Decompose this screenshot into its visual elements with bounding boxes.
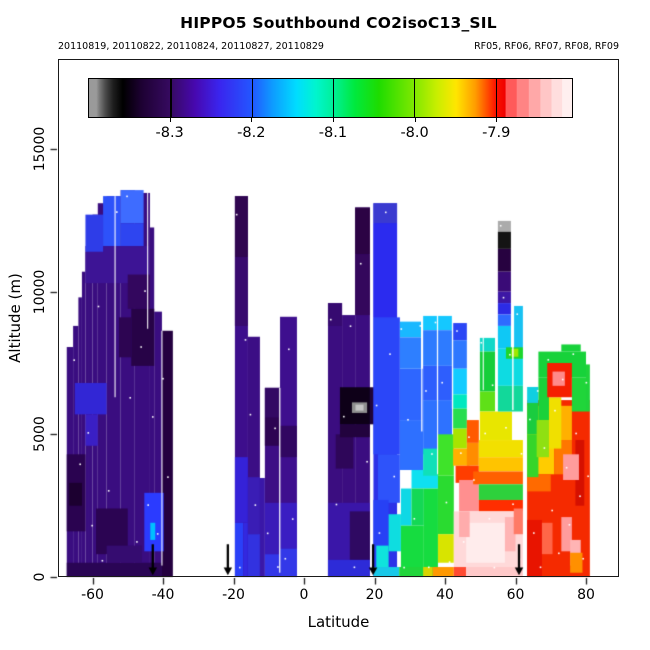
x-tick-label: 60: [506, 587, 525, 603]
subtitle-flight-dates: 20110819, 20110822, 20110824, 20110827, …: [58, 41, 324, 52]
plot-border: [58, 59, 619, 577]
colorbar-tick-label: -8.3: [155, 125, 184, 141]
x-tick-label: 0: [299, 587, 309, 603]
colorbar-tick-mark: [251, 118, 253, 122]
x-tick-label: 40: [436, 587, 454, 603]
chart-title: HIPPO5 Southbound CO2isoC13_SIL: [180, 14, 497, 32]
x-axis-label: Latitude: [307, 613, 370, 631]
x-tick-label: 80: [577, 587, 595, 603]
colorbar-tick-line: [251, 79, 253, 117]
colorbar-tick-mark: [414, 118, 416, 122]
y-tick-label: 0: [32, 572, 48, 582]
subtitle-flight-numbers: RF05, RF06, RF07, RF08, RF09: [474, 41, 619, 52]
colorbar-tick-mark: [496, 118, 498, 122]
colorbar-tick-label: -8.0: [400, 125, 429, 141]
colorbar-tick-label: -7.9: [482, 125, 511, 141]
y-tick-label: 10000: [32, 269, 48, 314]
colorbar-tick-line: [414, 79, 416, 117]
colorbar-tick-line: [170, 79, 172, 117]
colorbar-tick-mark: [169, 118, 171, 122]
x-tick-label: -40: [151, 587, 175, 603]
y-axis-label: Altitude (m): [6, 273, 24, 363]
y-tick-label: 15000: [32, 126, 48, 172]
x-tick-label: -20: [222, 587, 245, 603]
colorbar-tick-line: [495, 79, 497, 117]
y-tick-label: 5000: [32, 416, 48, 453]
colorbar-tick-label: -8.1: [318, 125, 348, 141]
colorbar: [88, 78, 573, 118]
x-tick-label: -60: [81, 587, 104, 603]
colorbar-tick-mark: [332, 118, 335, 122]
colorbar-tick-label: -8.2: [237, 125, 266, 141]
colorbar-tick-line: [332, 79, 335, 117]
x-tick-label: 20: [365, 587, 384, 603]
